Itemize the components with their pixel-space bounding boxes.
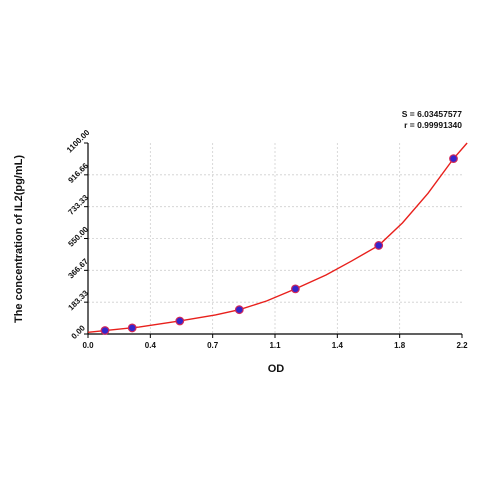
r-value-label: r = 0.99991340 <box>404 120 462 130</box>
y-axis-title: The concentration of IL2(pg/mL) <box>13 155 25 323</box>
x-tick-label: 1.1 <box>269 341 281 350</box>
data-point <box>374 241 384 250</box>
data-point <box>449 154 458 164</box>
data-point <box>100 326 110 335</box>
data-point <box>291 284 300 294</box>
data-point-layer <box>100 154 458 335</box>
x-tick-label: 2.2 <box>456 341 468 350</box>
s-value-label: S = 6.03457577 <box>402 109 463 119</box>
x-tick-label: 0.4 <box>145 341 157 350</box>
x-tick-label: 1.4 <box>332 341 344 350</box>
data-point <box>127 323 137 333</box>
data-point <box>175 316 185 326</box>
x-tick-label: 0.7 <box>207 341 219 350</box>
x-tick-label: 1.8 <box>394 341 406 350</box>
x-tick-label: 0.0 <box>82 341 94 350</box>
data-point <box>234 305 244 315</box>
x-axis-title: OD <box>268 363 285 375</box>
